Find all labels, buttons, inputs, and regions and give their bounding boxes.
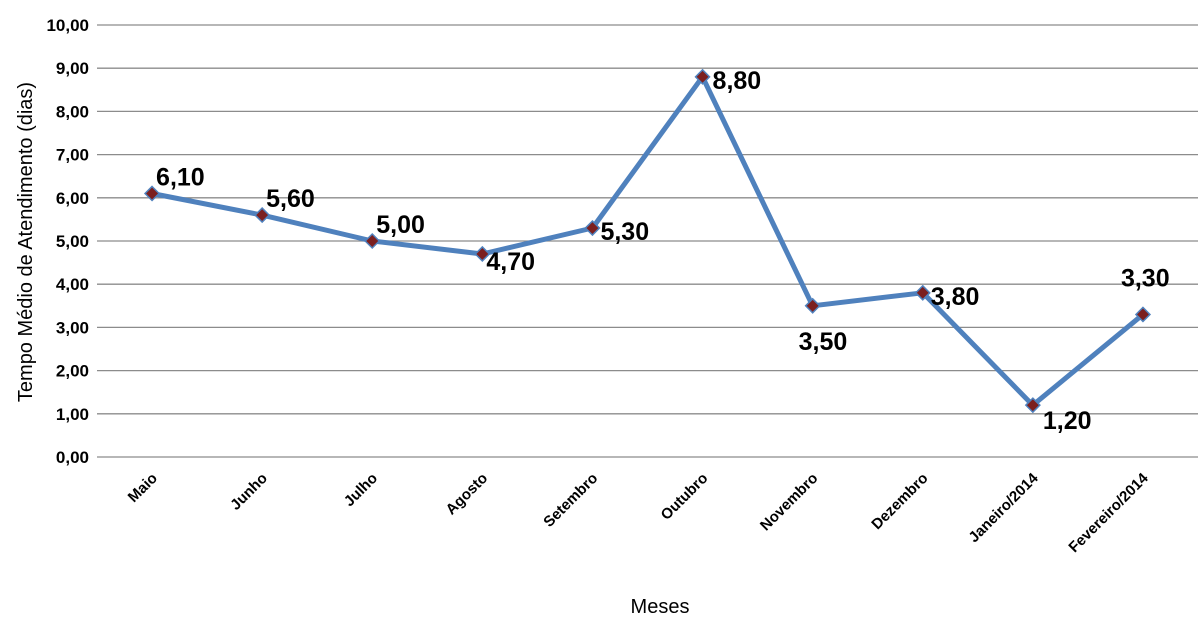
data-point: [804, 297, 821, 314]
data-point: [584, 219, 601, 237]
data-label: 1,20: [1043, 407, 1092, 435]
data-point: [474, 245, 491, 263]
x-tick-label: Janeiro/2014: [965, 469, 1042, 546]
x-tick-label: Novembro: [757, 470, 821, 534]
y-tick-label: 4,00: [56, 275, 89, 294]
data-point: [694, 68, 711, 85]
x-tick-label: Julho: [341, 470, 381, 510]
y-tick-label: 0,00: [56, 448, 89, 467]
gridlines: [97, 24, 1198, 458]
data-point: [914, 284, 931, 301]
data-labels: 6,10 5,60 5,00 4,70 5,30 8,80 3,50 3,80 1,20 3,30: [156, 67, 1170, 435]
x-tick-label: Outubro: [658, 470, 712, 524]
data-label: 5,00: [376, 211, 425, 239]
x-tick-label: Junho: [227, 470, 271, 514]
series-line: [149, 74, 1146, 408]
data-label: 8,80: [713, 67, 762, 95]
x-tick-label: Agosto: [443, 470, 492, 519]
y-tick-label: 7,00: [56, 146, 89, 165]
y-tick-label: 5,00: [56, 232, 89, 251]
y-axis-title: Tempo Médio de Atendimento (dias): [15, 82, 37, 402]
y-tick-label: 3,00: [56, 318, 89, 337]
x-tick-label: Dezembro: [868, 470, 931, 533]
data-point: [143, 185, 161, 202]
y-tick-label: 6,00: [56, 189, 89, 208]
data-label: 5,60: [266, 185, 315, 213]
data-label: 6,10: [156, 163, 205, 191]
y-tick-label: 10,00: [46, 16, 89, 35]
x-tick-label: Fevereiro/2014: [1065, 469, 1152, 556]
data-label: 4,70: [486, 248, 535, 276]
y-tick-label: 2,00: [56, 362, 89, 381]
x-axis-title: Meses: [631, 596, 690, 618]
x-tick-label: Maio: [125, 470, 161, 506]
data-label: 3,80: [931, 283, 980, 311]
data-point: [1024, 397, 1041, 414]
y-tick-label: 9,00: [56, 59, 89, 78]
x-tick-label: Setembro: [540, 470, 601, 531]
y-tick-label: 1,00: [56, 405, 89, 424]
data-label: 3,30: [1121, 264, 1170, 292]
data-point: [254, 207, 271, 224]
y-tick-label: 8,00: [56, 102, 89, 121]
data-point: [364, 232, 381, 250]
x-axis-ticks: Maio Junho Julho Agosto Setembro Outubro Novem…: [125, 469, 1153, 556]
data-point: [1134, 306, 1152, 323]
data-markers: [143, 68, 1152, 414]
data-label: 3,50: [799, 328, 848, 356]
data-label: 5,30: [600, 218, 649, 246]
y-axis-ticks: 0,00 1,00 2,00 3,00 4,00 5,00 6,00 7,00 8,00 9,00…: [46, 16, 89, 467]
